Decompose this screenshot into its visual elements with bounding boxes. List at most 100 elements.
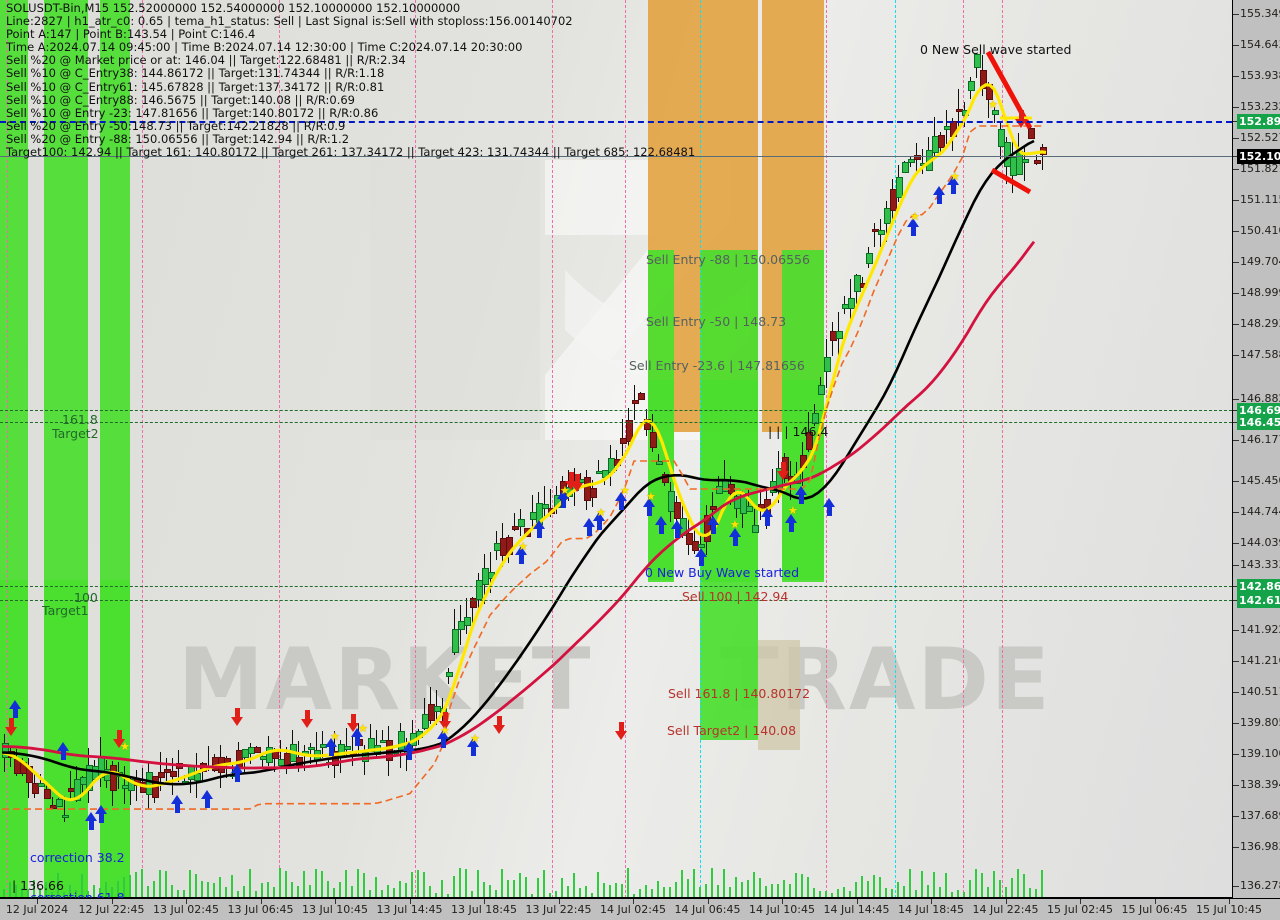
price-label: 144.744	[1240, 505, 1280, 518]
sell-arrow-icon	[5, 718, 17, 736]
volume-bar	[1041, 869, 1043, 898]
info-line-6: Sell %10 @ C_Entry61: 145.67828 || Targe…	[6, 79, 385, 94]
volume-bar	[237, 890, 239, 898]
volume-bar	[243, 885, 245, 898]
sell-arrow-icon	[777, 462, 789, 480]
chart-plot-area[interactable]: MARKET TRADE ★ ★ ★ ★ ★ ★ ★ ★ ★ ★ ★ ★ ★ ★ ★ 0 New Sell …	[0, 0, 1233, 898]
price-label: 139.805	[1240, 716, 1280, 729]
volume-bar	[453, 875, 455, 898]
price-label-highlight: 146.691	[1237, 403, 1280, 418]
volume-bar	[309, 884, 311, 898]
candlestick	[668, 0, 675, 898]
price-label: 136.278	[1240, 879, 1280, 892]
buy-arrow-icon	[85, 812, 97, 830]
price-tick	[1233, 512, 1239, 513]
volume-bar	[591, 892, 593, 898]
candlestick	[812, 0, 819, 898]
volume-bar	[153, 880, 155, 898]
volume-bar	[327, 881, 329, 898]
volume-bar	[717, 885, 719, 898]
time-label: 13 Jul 02:45	[153, 903, 219, 916]
volume-bar	[627, 868, 629, 898]
info-line-3: Time A:2024.07.14 09:45:00 | Time B:2024…	[6, 40, 523, 55]
candlestick	[470, 0, 477, 898]
price-tick	[1233, 262, 1239, 263]
candlestick	[308, 0, 315, 898]
time-label: 14 Jul 02:45	[600, 903, 666, 916]
price-label: 147.588	[1240, 348, 1280, 361]
volume-bar	[549, 892, 551, 898]
price-label: 145.450	[1240, 474, 1280, 487]
volume-bar	[99, 888, 101, 898]
candlestick	[476, 0, 483, 898]
volume-bar	[915, 889, 917, 898]
volume-bar	[993, 871, 995, 898]
price-label: 138.394	[1240, 778, 1280, 791]
volume-bar	[381, 889, 383, 898]
chart-background	[0, 0, 1232, 898]
time-tick	[1154, 899, 1156, 904]
signal-star-icon: ★	[988, 98, 998, 111]
volume-bar	[621, 884, 623, 898]
candlestick	[296, 0, 303, 898]
time-axis[interactable]: 12 Jul 2024 12 Jul 22:45 13 Jul 02:45 13 Ju…	[0, 898, 1280, 920]
volume-bar	[21, 887, 23, 898]
price-level-line	[0, 121, 1232, 123]
volume-bar	[105, 881, 107, 898]
buy-arrow-icon	[533, 520, 545, 538]
volume-bar	[51, 891, 53, 898]
volume-bar	[471, 891, 473, 898]
volume-bar	[273, 887, 275, 898]
volume-bar	[3, 888, 5, 898]
volume-bar	[603, 883, 605, 898]
price-tick	[1233, 76, 1239, 77]
volume-bar	[567, 885, 569, 898]
signal-star-icon: ★	[646, 490, 656, 503]
volume-bar	[315, 868, 317, 898]
price-label: 146.882	[1240, 392, 1280, 405]
price-label: 141.216	[1240, 654, 1280, 667]
volume-bar	[393, 888, 395, 898]
price-tick	[1233, 816, 1239, 817]
time-label: 13 Jul 14:45	[376, 903, 443, 916]
volume-bar	[861, 875, 863, 898]
volume-bar	[9, 882, 11, 898]
price-tick	[1233, 410, 1239, 411]
time-tick	[335, 899, 336, 904]
price-tick	[1233, 169, 1239, 170]
price-tick	[1233, 661, 1239, 662]
volume-bar	[921, 870, 923, 898]
volume-bar	[555, 891, 557, 898]
chart-info-header: SOLUSDT-Bin,M15 152.52000000 152.5400000…	[6, 1, 695, 159]
volume-bar	[501, 869, 503, 898]
volume-bar	[1029, 888, 1031, 898]
candlestick	[674, 0, 681, 898]
info-line-9: Sell %20 @ Entry -50:148.73 || Target:14…	[6, 118, 346, 133]
price-label: 152.527	[1240, 131, 1280, 144]
candlestick	[158, 0, 165, 898]
volume-bar	[753, 871, 755, 898]
price-axis[interactable]: 155.349 154.643 153.938 153.232152.891 152.5…	[1233, 0, 1280, 898]
volume-bar	[93, 885, 95, 898]
volume-bar	[825, 890, 827, 898]
candlestick	[626, 0, 633, 898]
candlestick	[806, 0, 813, 898]
volume-bar	[669, 887, 671, 898]
price-level-line	[0, 600, 1232, 601]
time-tick	[409, 899, 411, 904]
candlestick	[656, 0, 663, 898]
candlestick	[884, 0, 891, 898]
volume-bar	[483, 881, 485, 898]
volume-bar	[195, 873, 197, 898]
price-label: 148.999	[1240, 286, 1280, 299]
volume-bar	[207, 882, 209, 898]
chart-annotation: Sell Entry -50 | 148.73	[646, 314, 787, 329]
chart-annotation: 0 New Buy Wave started	[645, 565, 800, 580]
signal-star-icon: ★	[330, 730, 340, 743]
volume-bar	[225, 887, 227, 898]
volume-bar	[81, 873, 83, 898]
candlestick	[824, 0, 831, 898]
volume-bar	[963, 892, 965, 898]
volume-bar	[909, 869, 911, 898]
buy-arrow-icon	[57, 742, 69, 760]
